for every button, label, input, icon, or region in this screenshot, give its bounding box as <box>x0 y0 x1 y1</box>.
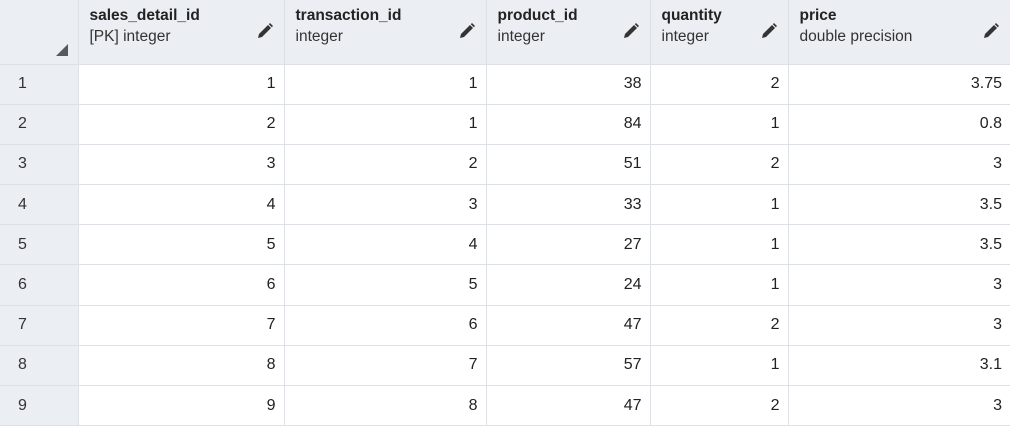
cell-sales-detail-id[interactable]: 4 <box>77 184 285 226</box>
column-name: product_id <box>497 7 578 24</box>
cell-quantity[interactable]: 1 <box>649 103 789 145</box>
row-number[interactable]: 9 <box>0 384 79 426</box>
cell-price[interactable]: 3.75 <box>787 63 1010 105</box>
row-number[interactable]: 8 <box>0 344 79 387</box>
cell-product-id[interactable]: 51 <box>485 143 651 186</box>
cell-sales-detail-id[interactable]: 8 <box>77 344 285 387</box>
column-type: integer <box>661 28 709 45</box>
row-number[interactable]: 7 <box>0 304 79 346</box>
table-row[interactable]: 6 6 5 24 1 3 <box>0 264 1010 306</box>
cell-sales-detail-id[interactable]: 1 <box>77 63 285 105</box>
cell-product-id[interactable]: 27 <box>485 224 651 266</box>
cell-quantity[interactable]: 1 <box>649 184 789 226</box>
column-name: sales_detail_id <box>89 7 200 24</box>
pencil-icon[interactable] <box>622 22 640 40</box>
cell-quantity[interactable]: 2 <box>649 304 789 346</box>
row-number[interactable]: 5 <box>0 224 79 266</box>
cell-quantity[interactable]: 1 <box>649 264 789 306</box>
column-name: transaction_id <box>295 7 402 24</box>
cell-price[interactable]: 3 <box>787 384 1010 426</box>
cell-quantity[interactable]: 1 <box>649 224 789 266</box>
table-row[interactable]: 3 3 2 51 2 3 <box>0 143 1010 186</box>
cell-sales-detail-id[interactable]: 3 <box>77 143 285 186</box>
column-type: integer <box>295 28 343 45</box>
column-name: quantity <box>661 7 722 24</box>
cell-product-id[interactable]: 84 <box>485 103 651 145</box>
row-number[interactable]: 3 <box>0 143 79 186</box>
select-all-corner[interactable] <box>0 0 79 65</box>
cell-product-id[interactable]: 24 <box>485 264 651 306</box>
header-row: sales_detail_id [PK] integer transaction… <box>0 0 1010 65</box>
select-all-triangle-icon[interactable] <box>55 43 68 56</box>
cell-price[interactable]: 3 <box>787 304 1010 346</box>
column-header-sales-detail-id[interactable]: sales_detail_id [PK] integer <box>77 0 285 65</box>
pencil-icon[interactable] <box>458 22 476 40</box>
column-header-product-id[interactable]: product_id integer <box>485 0 651 65</box>
row-number[interactable]: 2 <box>0 103 79 145</box>
cell-transaction-id[interactable]: 6 <box>283 304 487 346</box>
cell-product-id[interactable]: 47 <box>485 304 651 346</box>
column-header-price[interactable]: price double precision <box>787 0 1010 65</box>
cell-sales-detail-id[interactable]: 2 <box>77 103 285 145</box>
column-type: double precision <box>799 28 913 45</box>
cell-sales-detail-id[interactable]: 9 <box>77 384 285 426</box>
pencil-icon[interactable] <box>760 22 778 40</box>
cell-product-id[interactable]: 47 <box>485 384 651 426</box>
cell-quantity[interactable]: 1 <box>649 344 789 387</box>
pencil-icon[interactable] <box>256 22 274 40</box>
column-header-quantity[interactable]: quantity integer <box>649 0 789 65</box>
cell-price[interactable]: 3.5 <box>787 224 1010 266</box>
cell-product-id[interactable]: 38 <box>485 63 651 105</box>
column-header-transaction-id[interactable]: transaction_id integer <box>283 0 487 65</box>
cell-transaction-id[interactable]: 3 <box>283 184 487 226</box>
table-row[interactable]: 4 4 3 33 1 3.5 <box>0 184 1010 226</box>
table-row[interactable]: 2 2 1 84 1 0.8 <box>0 103 1010 145</box>
cell-product-id[interactable]: 33 <box>485 184 651 226</box>
cell-transaction-id[interactable]: 7 <box>283 344 487 387</box>
cell-price[interactable]: 3 <box>787 143 1010 186</box>
table-row[interactable]: 5 5 4 27 1 3.5 <box>0 224 1010 266</box>
column-type: [PK] integer <box>89 28 171 45</box>
cell-transaction-id[interactable]: 5 <box>283 264 487 306</box>
table-row[interactable]: 1 1 1 38 2 3.75 <box>0 63 1010 105</box>
cell-quantity[interactable]: 2 <box>649 143 789 186</box>
cell-price[interactable]: 3.5 <box>787 184 1010 226</box>
table-row[interactable]: 7 7 6 47 2 3 <box>0 304 1010 346</box>
row-number[interactable]: 4 <box>0 184 79 226</box>
cell-quantity[interactable]: 2 <box>649 384 789 426</box>
cell-price[interactable]: 3 <box>787 264 1010 306</box>
cell-transaction-id[interactable]: 1 <box>283 63 487 105</box>
cell-transaction-id[interactable]: 2 <box>283 143 487 186</box>
pencil-icon[interactable] <box>982 22 1000 40</box>
cell-quantity[interactable]: 2 <box>649 63 789 105</box>
column-type: integer <box>497 28 545 45</box>
cell-price[interactable]: 0.8 <box>787 103 1010 145</box>
cell-sales-detail-id[interactable]: 6 <box>77 264 285 306</box>
cell-transaction-id[interactable]: 8 <box>283 384 487 426</box>
table-row[interactable]: 9 9 8 47 2 3 <box>0 384 1010 426</box>
cell-sales-detail-id[interactable]: 5 <box>77 224 285 266</box>
cell-transaction-id[interactable]: 4 <box>283 224 487 266</box>
cell-product-id[interactable]: 57 <box>485 344 651 387</box>
cell-sales-detail-id[interactable]: 7 <box>77 304 285 346</box>
column-name: price <box>799 7 837 24</box>
cell-transaction-id[interactable]: 1 <box>283 103 487 145</box>
table-row[interactable]: 8 8 7 57 1 3.1 <box>0 344 1010 387</box>
row-number[interactable]: 1 <box>0 63 79 105</box>
row-number[interactable]: 6 <box>0 264 79 306</box>
cell-price[interactable]: 3.1 <box>787 344 1010 387</box>
